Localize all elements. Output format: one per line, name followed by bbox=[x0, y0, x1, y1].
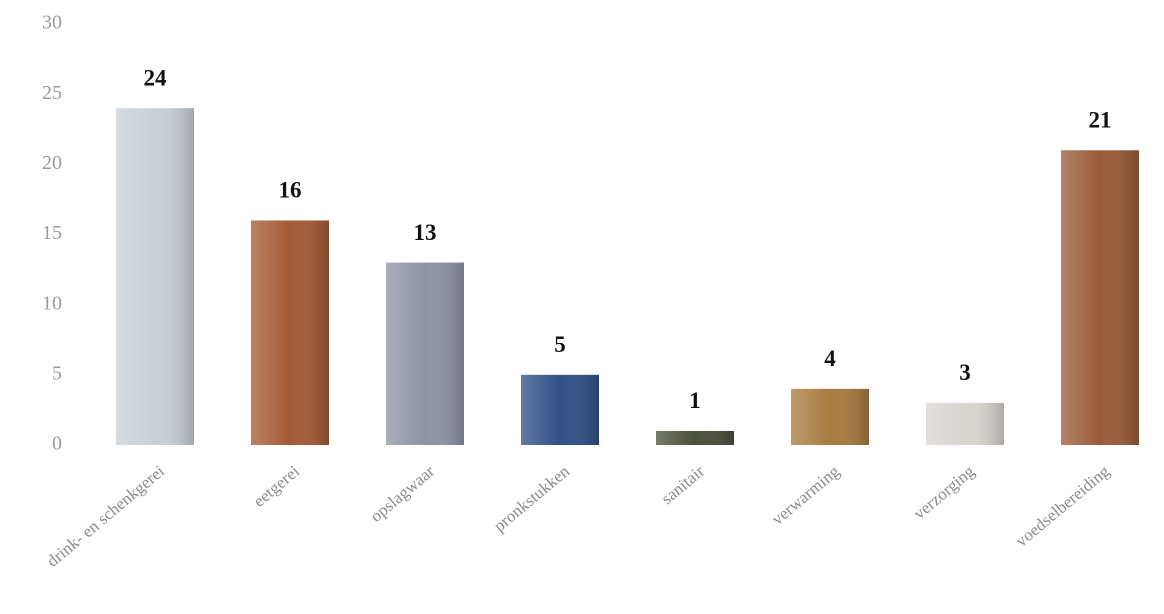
value-label: 21 bbox=[1089, 108, 1112, 133]
bar-shading bbox=[791, 388, 869, 445]
value-label: 16 bbox=[279, 178, 302, 203]
x-tick-label: verwarming bbox=[768, 461, 844, 529]
value-label: 24 bbox=[144, 65, 168, 90]
value-label: 5 bbox=[554, 332, 566, 357]
bar-shading bbox=[1061, 150, 1139, 446]
bar-shading bbox=[116, 108, 194, 445]
y-tick-label: 5 bbox=[52, 362, 62, 384]
y-tick-label: 0 bbox=[52, 433, 62, 455]
bar-shading bbox=[656, 430, 734, 445]
bar-shading bbox=[251, 220, 329, 445]
value-label: 3 bbox=[959, 360, 971, 385]
value-label: 1 bbox=[689, 388, 701, 413]
value-label: 13 bbox=[414, 220, 437, 245]
x-tick-label: opslagwaar bbox=[367, 461, 439, 526]
y-tick-label: 10 bbox=[42, 292, 62, 314]
y-tick-label: 20 bbox=[42, 152, 62, 174]
x-tick-label: verzorging bbox=[910, 461, 979, 523]
bar-shading bbox=[521, 374, 599, 445]
bar-shading bbox=[926, 402, 1004, 445]
y-tick-label: 25 bbox=[42, 82, 62, 104]
x-tick-label: eetgerei bbox=[250, 461, 304, 510]
y-tick-label: 15 bbox=[42, 222, 62, 244]
value-label: 4 bbox=[824, 346, 836, 371]
x-tick-label: sanitair bbox=[658, 461, 709, 508]
bar-shading bbox=[386, 262, 464, 445]
x-tick-label: voedselbereiding bbox=[1012, 461, 1114, 551]
y-tick-label: 30 bbox=[42, 12, 62, 34]
x-tick-label: pronkstukken bbox=[490, 461, 573, 535]
x-tick-label: drink- en schenkgerei bbox=[43, 461, 168, 570]
